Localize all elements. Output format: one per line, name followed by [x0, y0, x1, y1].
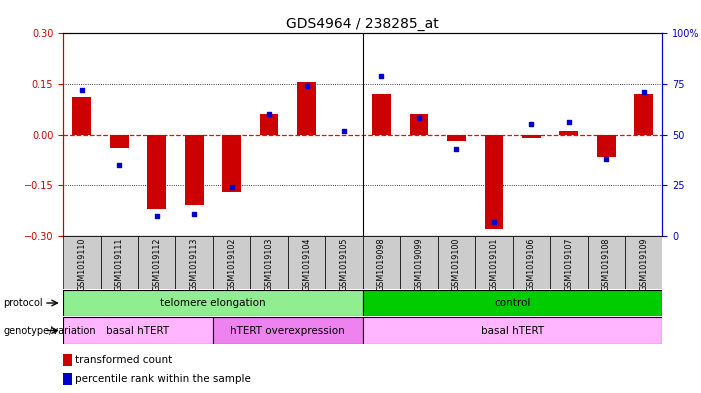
Point — [264, 111, 275, 118]
Text: transformed count: transformed count — [75, 355, 172, 365]
Bar — [363, 290, 662, 316]
Text: GSM1019112: GSM1019112 — [152, 237, 161, 291]
Bar — [587, 236, 625, 289]
Bar — [559, 131, 578, 134]
Point — [451, 146, 462, 152]
Point — [563, 119, 574, 126]
Bar — [63, 236, 100, 289]
Text: GSM1019101: GSM1019101 — [489, 237, 498, 291]
Bar — [175, 236, 213, 289]
Bar — [484, 134, 503, 229]
Bar — [138, 236, 175, 289]
Point — [526, 121, 537, 128]
Bar — [63, 354, 72, 366]
Bar — [288, 236, 325, 289]
Point — [601, 156, 612, 162]
Text: basal hTERT: basal hTERT — [481, 325, 544, 336]
Text: GSM1019111: GSM1019111 — [115, 237, 124, 291]
Text: GSM1019113: GSM1019113 — [190, 237, 198, 291]
Text: genotype/variation: genotype/variation — [4, 325, 96, 336]
Bar — [250, 236, 288, 289]
Bar — [63, 373, 72, 385]
Point — [301, 83, 312, 89]
Point — [638, 89, 649, 95]
Bar — [363, 317, 662, 344]
Bar — [475, 236, 512, 289]
Text: GSM1019105: GSM1019105 — [339, 237, 348, 291]
Point — [339, 127, 350, 134]
Bar — [550, 236, 587, 289]
Bar — [447, 134, 465, 141]
Bar — [110, 134, 129, 148]
Text: GSM1019103: GSM1019103 — [264, 237, 273, 291]
Bar — [213, 317, 363, 344]
Bar — [297, 82, 316, 134]
Bar — [400, 236, 437, 289]
Text: hTERT overexpression: hTERT overexpression — [231, 325, 345, 336]
Bar — [634, 94, 653, 134]
Bar — [213, 236, 250, 289]
Text: GSM1019099: GSM1019099 — [414, 237, 423, 291]
Text: GSM1019107: GSM1019107 — [564, 237, 573, 291]
Bar — [409, 114, 428, 134]
Text: control: control — [494, 298, 531, 308]
Point — [226, 184, 237, 190]
Point — [189, 210, 200, 217]
Text: GSM1019109: GSM1019109 — [639, 237, 648, 291]
Point — [76, 87, 88, 93]
Bar — [437, 236, 475, 289]
Bar — [625, 236, 662, 289]
Bar — [325, 236, 363, 289]
Bar — [522, 134, 540, 138]
Text: protocol: protocol — [4, 298, 43, 308]
Text: GSM1019102: GSM1019102 — [227, 237, 236, 291]
Bar — [63, 317, 213, 344]
Point — [489, 219, 500, 225]
Text: basal hTERT: basal hTERT — [107, 325, 170, 336]
Point — [376, 73, 387, 79]
Point — [151, 212, 163, 219]
Bar — [100, 236, 138, 289]
Title: GDS4964 / 238285_at: GDS4964 / 238285_at — [287, 17, 439, 31]
Bar — [260, 114, 278, 134]
Bar — [222, 134, 241, 192]
Text: GSM1019100: GSM1019100 — [452, 237, 461, 291]
Text: GSM1019106: GSM1019106 — [527, 237, 536, 291]
Text: telomere elongation: telomere elongation — [160, 298, 266, 308]
Bar — [185, 134, 203, 206]
Text: GSM1019104: GSM1019104 — [302, 237, 311, 291]
Text: GSM1019108: GSM1019108 — [601, 237, 611, 291]
Text: GSM1019110: GSM1019110 — [77, 237, 86, 291]
Bar — [147, 134, 166, 209]
Bar — [597, 134, 615, 156]
Point — [414, 115, 425, 121]
Text: GSM1019098: GSM1019098 — [377, 237, 386, 291]
Point — [114, 162, 125, 168]
Bar — [63, 290, 363, 316]
Bar — [363, 236, 400, 289]
Bar — [372, 94, 391, 134]
Bar — [72, 97, 91, 134]
Bar — [512, 236, 550, 289]
Text: percentile rank within the sample: percentile rank within the sample — [75, 374, 251, 384]
